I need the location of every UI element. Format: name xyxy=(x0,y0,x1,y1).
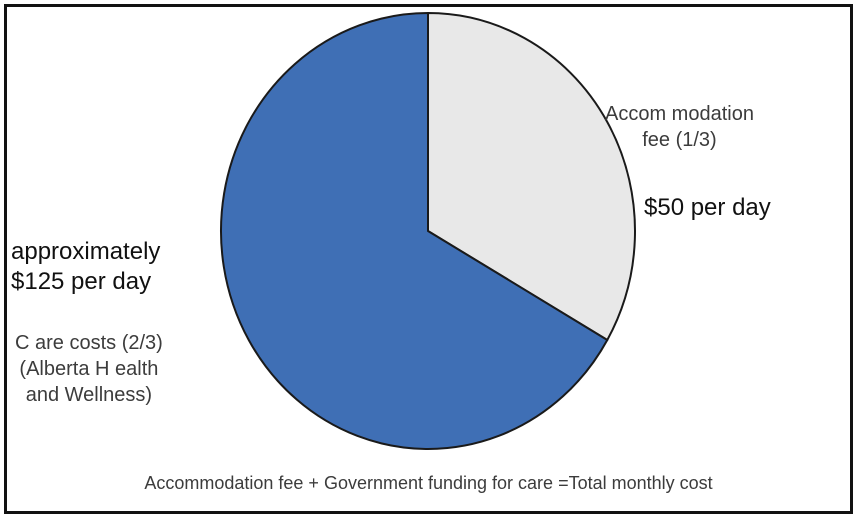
pie-slice-accommodation xyxy=(427,12,636,341)
care-cost-line-1: approximately xyxy=(11,238,161,265)
pie-chart xyxy=(220,12,636,450)
chart-footer: Accommodation fee + Government funding f… xyxy=(144,473,713,493)
accommodation-label-line-2: fee (1/3) xyxy=(642,129,717,151)
care-cost-line-2: $125 per day xyxy=(11,268,152,295)
care-cost-label: approximately $125 per day xyxy=(11,237,160,297)
accommodation-cost-label: $50 per day xyxy=(644,194,771,221)
care-costs-label-line-1: C are costs (2/3) xyxy=(15,332,163,354)
chart-frame: Accom modation fee (1/3) $50 per day app… xyxy=(4,4,853,514)
care-costs-label-line-3: and Wellness) xyxy=(25,384,153,406)
accommodation-label-line-1: Accom modation xyxy=(605,103,754,125)
care-costs-label: C are costs (2/3) (Alberta H ealth and W… xyxy=(15,330,163,408)
pie-slices xyxy=(220,12,636,450)
accommodation-label: Accom modation fee (1/3) xyxy=(605,101,754,153)
care-costs-label-line-2: (Alberta H ealth xyxy=(19,358,159,380)
pie-slice-care-costs xyxy=(220,12,609,450)
